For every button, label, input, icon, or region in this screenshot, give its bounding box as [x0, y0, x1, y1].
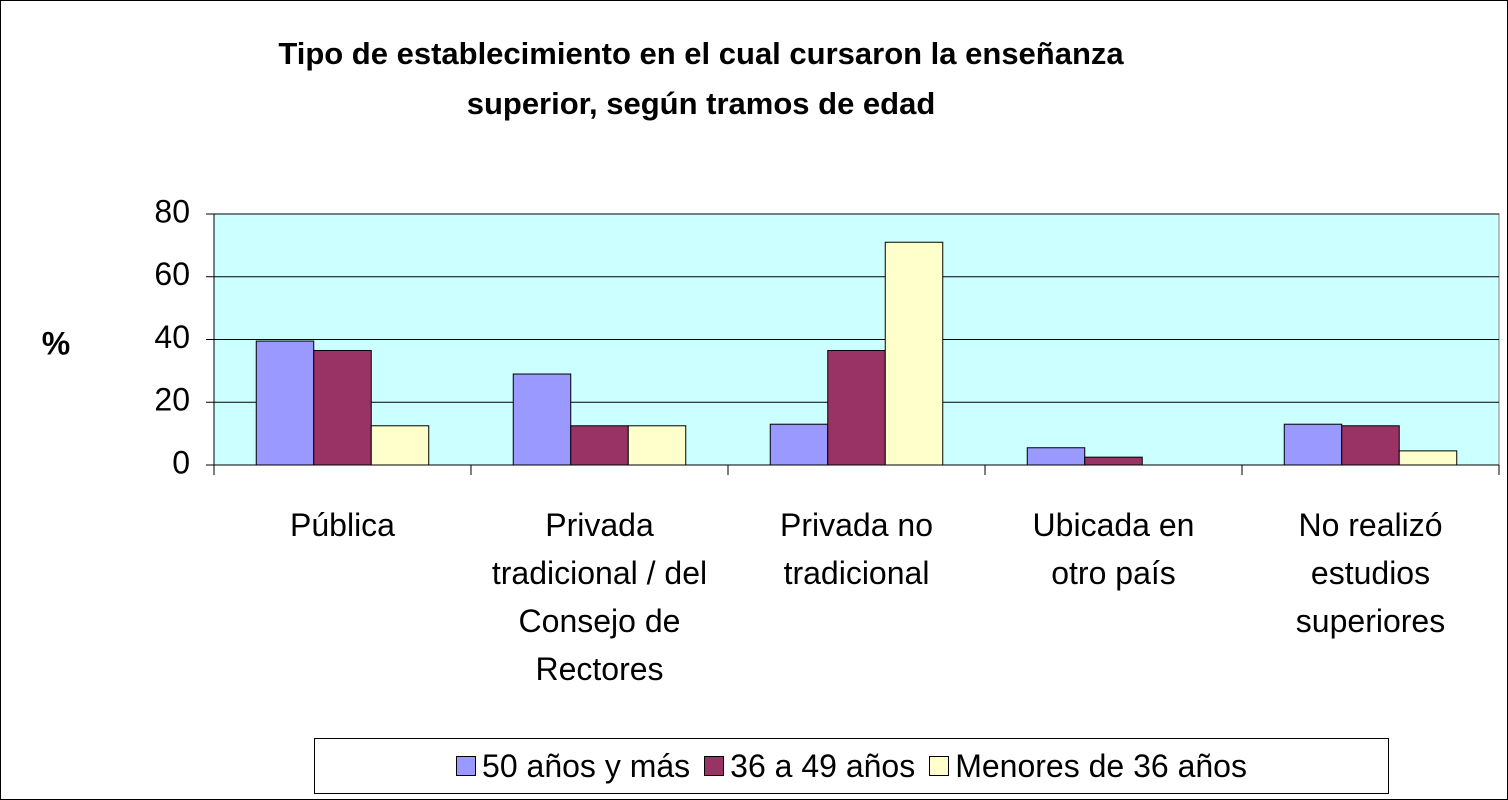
y-tick-label: 20	[154, 382, 190, 418]
bar	[370, 425, 430, 466]
bar	[512, 373, 572, 466]
y-axis-label: %	[42, 325, 70, 361]
legend-label: 50 años y más	[482, 747, 691, 784]
bar	[1283, 423, 1343, 466]
bar	[570, 425, 629, 466]
bar	[1341, 425, 1400, 466]
y-tick-label: 60	[154, 256, 190, 292]
bar	[1084, 456, 1143, 466]
bar	[1026, 447, 1086, 466]
legend-swatch	[704, 756, 725, 776]
legend: 50 años y más 36 a 49 años Menores de 36 a…	[314, 738, 1389, 794]
x-tick-label: No realizó estudios superiores	[1295, 507, 1446, 639]
bar	[769, 423, 829, 466]
x-tick-label: Ubicada en otro país	[1032, 507, 1195, 591]
y-tick-label: 40	[154, 319, 190, 355]
legend-item: 50 años y más	[456, 748, 690, 785]
bar	[627, 425, 687, 466]
legend-label: Menores de 36 años	[955, 747, 1247, 784]
y-tick-label: 80	[154, 193, 190, 229]
bar	[313, 349, 372, 466]
y-tick-label: 0	[172, 444, 190, 480]
legend-swatch	[456, 756, 477, 776]
bar	[827, 349, 886, 466]
bar	[255, 340, 315, 466]
legend-swatch	[929, 756, 950, 776]
chart-title: Tipo de establecimiento en el cual cursa…	[278, 36, 1124, 121]
bar	[884, 241, 944, 466]
legend-label: 36 a 49 años	[730, 747, 916, 784]
legend-item: 36 a 49 años	[704, 748, 915, 785]
x-tick-label: Pública	[290, 507, 395, 543]
x-tick-label: Privada tradicional / del Consejo de Rec…	[491, 507, 708, 687]
bar	[1398, 450, 1458, 466]
legend-item: Menores de 36 años	[929, 748, 1247, 785]
x-tick-label: Privada no tradicional	[780, 507, 933, 591]
